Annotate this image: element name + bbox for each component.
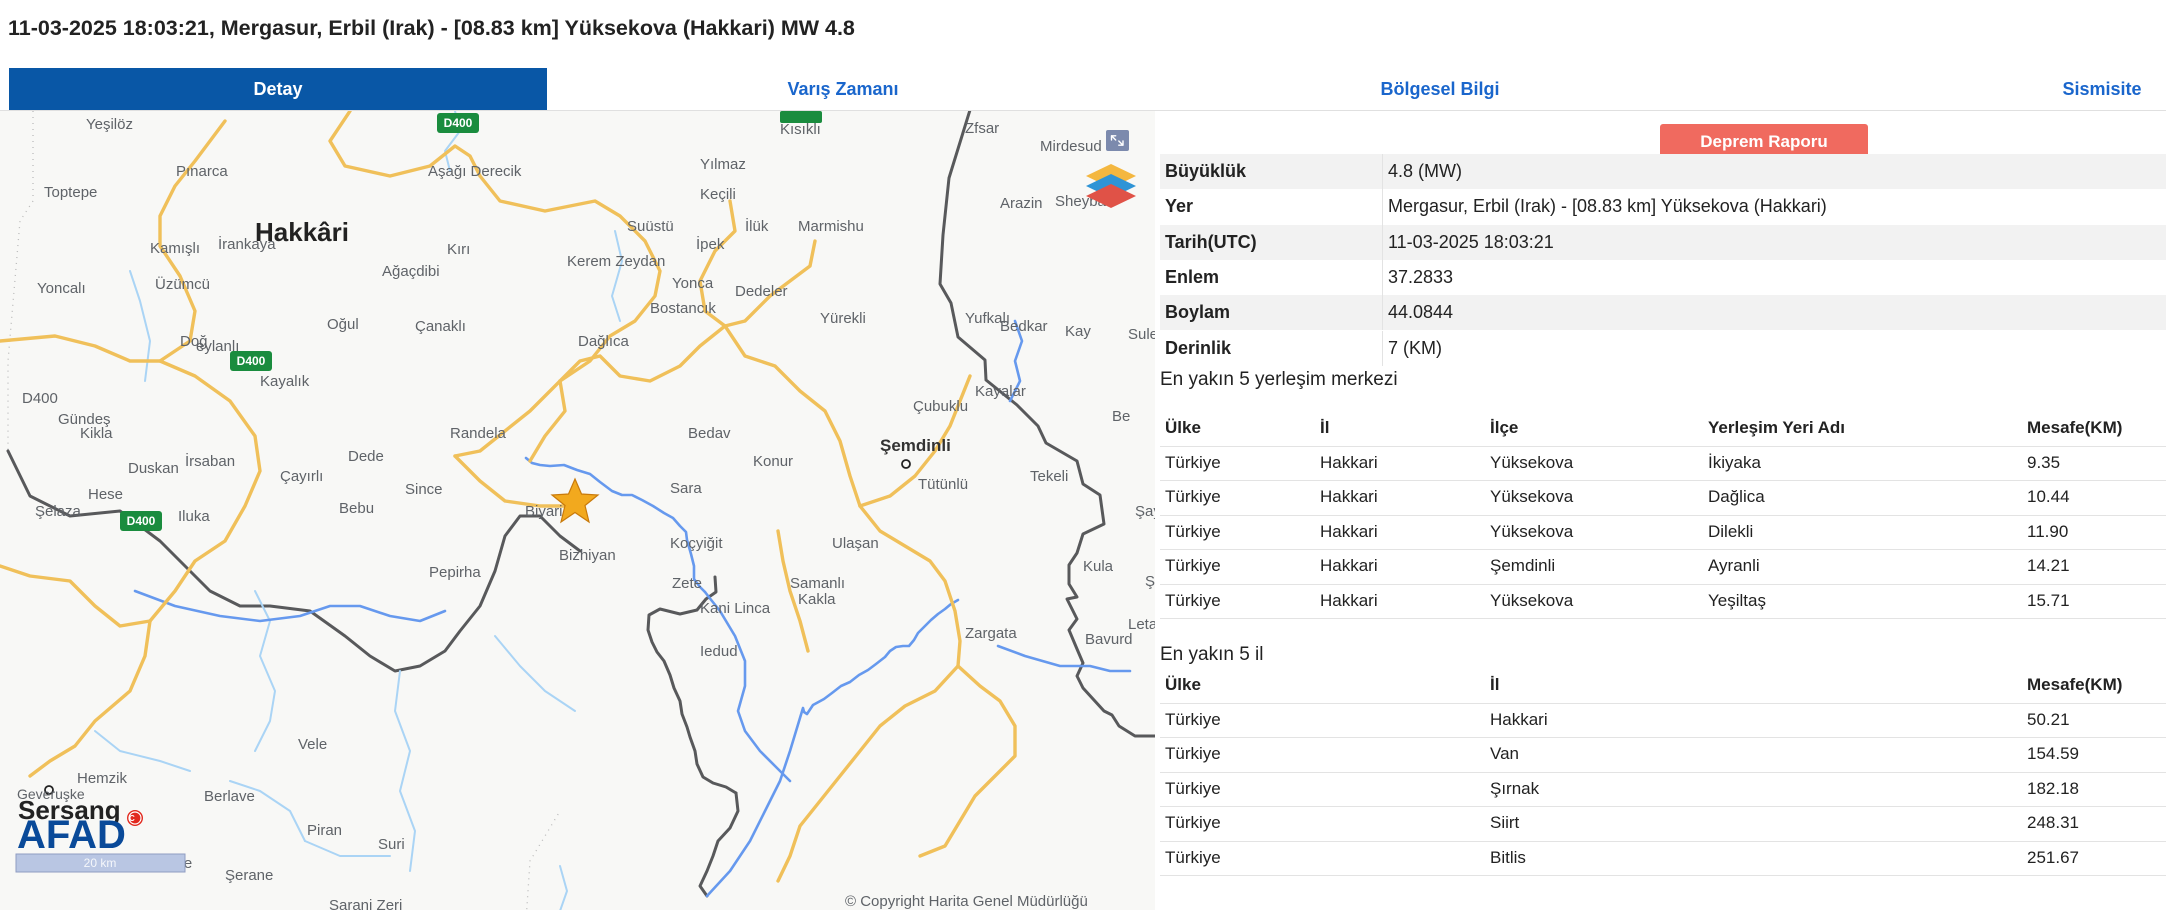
svg-text:Kay: Kay [1065,323,1091,340]
svg-text:Yürekli: Yürekli [820,310,866,327]
svg-text:Çubuklu: Çubuklu [913,398,968,415]
svg-text:Kısıklı: Kısıklı [780,121,821,138]
svg-text:AFAD: AFAD [17,813,126,857]
svg-text:Şelaza: Şelaza [35,503,82,520]
svg-text:Yoncalı: Yoncalı [37,280,86,297]
svg-text:Geveruşke: Geveruşke [17,786,85,802]
svg-text:Yılmaz: Yılmaz [700,156,746,173]
svg-text:Zargata: Zargata [965,625,1017,642]
svg-text:Dede: Dede [348,448,384,465]
svg-text:Marmishu: Marmishu [798,218,864,235]
svg-text:Oğul: Oğul [327,316,359,333]
svg-text:İlük: İlük [745,217,769,235]
svg-text:D400: D400 [22,390,58,407]
svg-text:eylanlı: eylanlı [196,338,239,355]
svg-text:Sarani Zeri: Sarani Zeri [329,897,402,910]
svg-text:Be: Be [1112,408,1130,425]
svg-text:Kerem Zeydan: Kerem Zeydan [567,253,665,270]
svg-text:Pınarca: Pınarca [176,163,228,180]
svg-text:Ulaşan: Ulaşan [832,535,879,552]
svg-text:Tekeli: Tekeli [1030,468,1068,485]
svg-text:İrankaya: İrankaya [218,235,276,253]
svg-text:Ağaçdibi: Ağaçdibi [382,263,440,280]
svg-text:Letan: Letan [1128,616,1155,633]
svg-text:Hese: Hese [88,486,123,503]
svg-text:Şerane: Şerane [225,867,273,884]
svg-text:Yonca: Yonca [672,275,714,292]
svg-text:Arazin: Arazin [1000,195,1043,212]
svg-text:Samanlı: Samanlı [790,575,845,592]
svg-text:Dedeler: Dedeler [735,283,788,300]
svg-text:Şemdinli: Şemdinli [880,436,951,455]
svg-text:Dağlıca: Dağlıca [578,333,630,350]
svg-text:Kani Linca: Kani Linca [700,600,771,617]
svg-text:D400: D400 [127,514,156,528]
svg-text:İpek: İpek [696,235,725,253]
svg-text:D400: D400 [444,116,473,130]
svg-text:Bebu: Bebu [339,500,374,517]
svg-text:Kayalık: Kayalık [260,373,310,390]
svg-text:Sulel: Sulel [1128,326,1155,343]
svg-text:Şoşan: Şoşan [1145,573,1155,590]
svg-text:20 km: 20 km [84,856,117,870]
svg-text:D400: D400 [237,354,266,368]
svg-text:Bedav: Bedav [688,425,731,442]
svg-text:Üzümcü: Üzümcü [155,275,210,293]
svg-text:Sara: Sara [670,480,702,497]
svg-text:Iedud: Iedud [700,643,738,660]
svg-text:Aşağı Derecik: Aşağı Derecik [428,163,522,180]
svg-text:Tütünlü: Tütünlü [918,476,968,493]
svg-text:Yufkalı: Yufkalı [965,310,1010,327]
svg-text:Koçyiğit: Koçyiğit [670,535,723,552]
svg-text:Şayhana: Şayhana [1135,503,1155,520]
svg-text:Zfsar: Zfsar [965,120,999,137]
svg-text:Konur: Konur [753,453,793,470]
svg-text:Kakla: Kakla [798,591,836,608]
svg-text:Biyari: Biyari [525,503,563,520]
svg-text:Çanaklı: Çanaklı [415,318,466,335]
svg-text:Iluka: Iluka [178,508,210,525]
svg-text:Kamışlı: Kamışlı [150,240,200,257]
svg-text:Çayırlı: Çayırlı [280,468,323,485]
svg-text:Zete: Zete [672,575,702,592]
svg-text:C: C [129,814,135,823]
svg-text:Suüstü: Suüstü [627,218,674,235]
svg-text:Yeşilöz: Yeşilöz [86,116,133,133]
svg-text:© Copyright Harita Genel Müdür: © Copyright Harita Genel Müdürlüğü [845,893,1088,910]
svg-text:Berlave: Berlave [204,788,255,805]
svg-text:Bizhiyan: Bizhiyan [559,547,616,564]
svg-text:Suri: Suri [378,836,405,853]
svg-text:İrsaban: İrsaban [185,452,235,470]
svg-text:Mirdesud: Mirdesud [1040,138,1102,155]
svg-text:Gündeş: Gündeş [58,411,111,428]
svg-text:Vele: Vele [298,736,327,753]
svg-text:Hemzik: Hemzik [77,770,128,787]
svg-text:Keçili: Keçili [700,186,736,203]
svg-text:Kula: Kula [1083,558,1114,575]
svg-text:Bostancık: Bostancık [650,300,716,317]
svg-text:Randela: Randela [450,425,507,442]
svg-text:Piran: Piran [307,822,342,839]
svg-text:Kırı: Kırı [447,241,470,258]
svg-text:Toptepe: Toptepe [44,184,97,201]
svg-text:Bavurd: Bavurd [1085,631,1133,648]
svg-text:Duskan: Duskan [128,460,179,477]
svg-text:Kayalar: Kayalar [975,383,1026,400]
svg-text:Pepirha: Pepirha [429,564,481,581]
svg-text:Since: Since [405,481,443,498]
